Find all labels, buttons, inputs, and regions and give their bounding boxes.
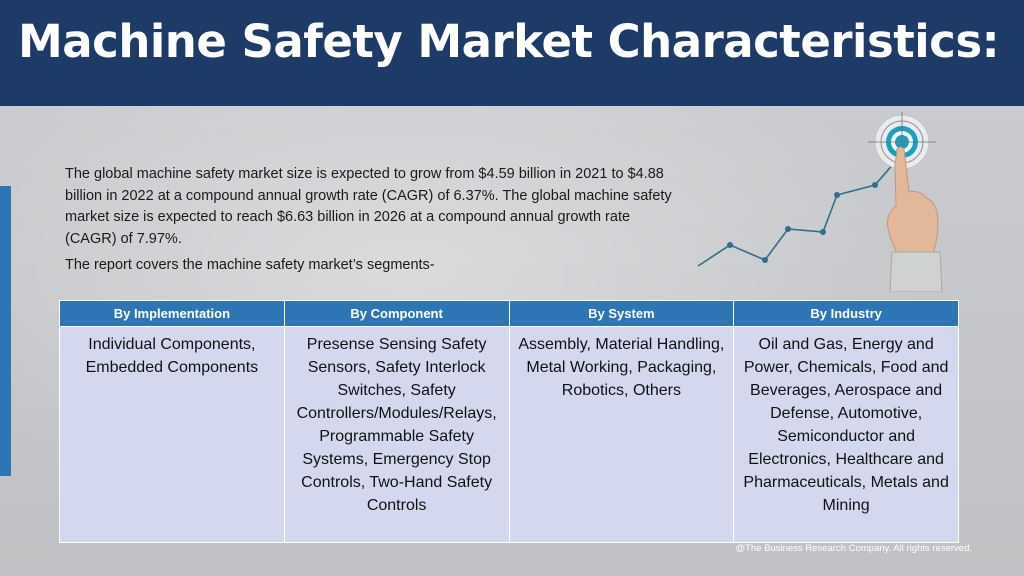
page-title: Machine Safety Market Characteristics: <box>18 15 1000 68</box>
table-header-row: By Implementation By Component By System… <box>59 300 959 327</box>
header-by-system: By System <box>508 300 735 327</box>
header-by-industry: By Industry <box>733 300 959 327</box>
intro-paragraph: The global machine safety market size is… <box>65 166 672 247</box>
left-accent-bar <box>0 186 11 476</box>
cell-industry: Oil and Gas, Energy and Power, Chemicals… <box>733 326 959 543</box>
segments-intro-text: The report covers the machine safety mar… <box>65 257 435 273</box>
table-row: Individual Components, Embedded Componen… <box>59 326 959 543</box>
growth-chart-illustration <box>697 112 943 292</box>
header-by-component: By Component <box>283 300 510 327</box>
copyright-footer: @The Business Research Company. All righ… <box>735 543 972 554</box>
header-by-implementation: By Implementation <box>59 300 285 327</box>
cell-system: Assembly, Material Handling, Metal Worki… <box>508 326 735 543</box>
cell-component: Presense Sensing Safety Sensors, Safety … <box>283 326 510 543</box>
header-bar: Machine Safety Market Characteristics: <box>0 0 1024 106</box>
segments-table: By Implementation By Component By System… <box>59 300 959 543</box>
growth-line-icon <box>697 161 896 267</box>
pointing-hand-icon <box>887 146 943 292</box>
target-icon <box>868 112 936 174</box>
cell-implementation: Individual Components, Embedded Componen… <box>59 326 285 543</box>
